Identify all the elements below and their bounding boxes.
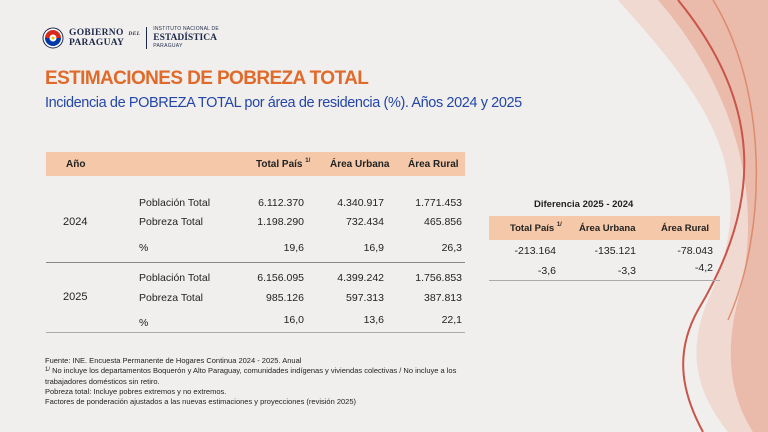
header-total-pais: Total País 1/: [256, 158, 311, 170]
row-label: Población Total: [139, 272, 211, 284]
row-label: Pobreza Total: [139, 292, 204, 304]
cell-rural: 387.813: [424, 292, 462, 304]
page-title: ESTIMACIONES DE POBREZA TOTAL: [45, 68, 369, 89]
cell-rural: 1.756.853: [415, 272, 462, 284]
cell-rural: 1.771.453: [415, 197, 462, 209]
row-divider: [46, 262, 465, 263]
cell-total: 6.112.370: [258, 197, 304, 209]
cell-rural: 22,1: [441, 314, 462, 326]
row-label: %: [139, 317, 149, 329]
cell-urban: 732.434: [346, 216, 384, 228]
cell-rural: 465.856: [424, 216, 462, 228]
diff-cell-urban: -3,3: [617, 265, 636, 277]
row-label: %: [139, 242, 149, 254]
footnote-1: 1/ No incluye los departamentos Boquerón…: [45, 366, 457, 376]
cell-total: 16,0: [283, 314, 304, 326]
cell-urban: 597.313: [346, 292, 384, 304]
header-area-rural: Área Rural: [408, 159, 459, 170]
diff-header-area-urbana: Área Urbana: [579, 223, 636, 234]
cell-urban: 16,9: [363, 242, 384, 254]
footnote-source: Fuente: INE. Encuesta Permanente de Hoga…: [45, 356, 302, 365]
main-table-header: [46, 152, 465, 176]
year-2024-label: 2024: [63, 216, 88, 228]
cell-total: 1.198.290: [257, 216, 304, 228]
footnote-2: Pobreza total: Incluye pobres extremos y…: [45, 386, 227, 396]
header-area-urbana: Área Urbana: [330, 159, 390, 170]
diff-cell-total: -213.164: [514, 245, 556, 257]
cell-urban: 4.399.242: [337, 272, 384, 284]
cell-rural: 26,3: [441, 242, 462, 254]
diff-header-area-rural: Área Rural: [661, 223, 710, 234]
logo-divider: [146, 27, 148, 49]
diff-table-header: [489, 216, 720, 240]
diff-table-title: Diferencia 2025 - 2024: [534, 199, 634, 210]
footnote-1-cont: trabajadores domésticos sin retiro.: [45, 376, 160, 386]
cell-urban: 4.340.917: [337, 197, 384, 209]
footnotes: Fuente: INE. Encuesta Permanente de Hoga…: [45, 356, 565, 407]
diff-header-total-pais: Total País 1/: [510, 222, 562, 234]
diff-cell-rural: -4,2: [694, 262, 713, 274]
diff-cell-total: -3,6: [537, 265, 556, 277]
cell-urban: 13,6: [363, 314, 384, 326]
decorative-ribbon: [618, 0, 768, 432]
row-label: Población Total: [139, 197, 211, 209]
ine-wordmark: INSTITUTO NACIONAL DE ESTADÍSTICA PARAGU…: [153, 26, 219, 49]
institution-logo: GOBIERNO DEL PARAGUAY INSTITUTO NACIONAL…: [42, 24, 219, 52]
diff-cell-rural: -78.043: [677, 245, 713, 257]
cell-total: 19,6: [283, 242, 304, 254]
gobierno-wordmark: GOBIERNO DEL PARAGUAY: [69, 27, 141, 48]
footnote-3: Factores de ponderación ajustados a las …: [45, 397, 357, 407]
diff-cell-urban: -135.121: [594, 245, 636, 257]
table-bottom-border: [46, 332, 465, 333]
header-year: Año: [66, 159, 86, 170]
diff-table-bottom-border: [489, 280, 720, 281]
page-subtitle: Incidencia de POBREZA TOTAL por área de …: [45, 95, 522, 111]
row-label: Pobreza Total: [139, 216, 204, 228]
cell-total: 6.156.095: [257, 272, 304, 284]
year-2025-label: 2025: [63, 291, 88, 303]
paraguay-seal-icon: [42, 27, 64, 49]
cell-total: 985.126: [266, 292, 304, 304]
